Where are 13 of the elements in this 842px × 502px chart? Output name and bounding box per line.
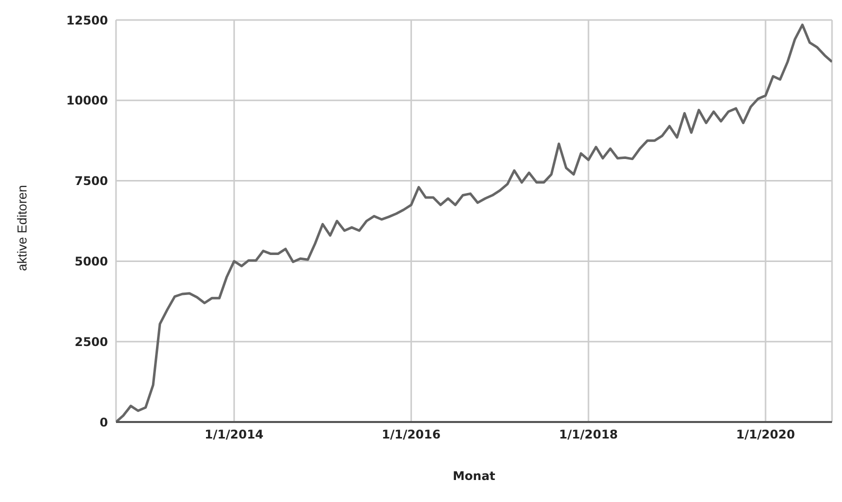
y-tick-label: 0 (100, 415, 108, 430)
y-tick-label: 7500 (74, 174, 108, 188)
y-tick-label: 5000 (74, 254, 108, 268)
x-tick-label: 1/1/2014 (204, 428, 264, 442)
x-tick-label: 1/1/2018 (559, 428, 618, 442)
y-tick-label: 12500 (66, 13, 108, 28)
x-tick-label: 1/1/2020 (736, 428, 795, 442)
y-tick-label: 10000 (66, 94, 108, 108)
y-axis-title: aktive Editoren (14, 185, 30, 271)
y-tick-label: 2500 (74, 334, 108, 349)
line-series (116, 24, 832, 422)
x-tick-label: 1/1/2016 (382, 428, 441, 442)
x-axis-title: Monat (452, 469, 496, 483)
